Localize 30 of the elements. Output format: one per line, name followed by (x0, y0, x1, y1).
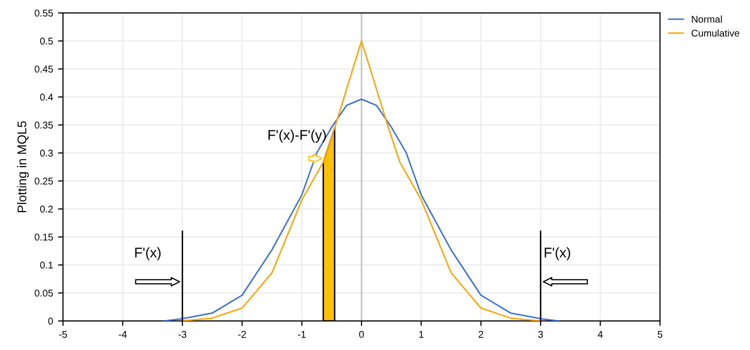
y-tick-label: 0.25 (34, 178, 53, 185)
x-tick-label: -2 (238, 330, 246, 338)
x-tick-label: 0 (359, 330, 364, 338)
x-tick-label: 2 (478, 330, 484, 338)
x-tick-label: -4 (118, 331, 127, 338)
y-tick-label: 0.35 (34, 122, 53, 129)
annotation: F'(x)-F'(y) (268, 130, 326, 143)
y-tick-label: 0.3 (40, 150, 53, 157)
y-tick-label: 0.15 (34, 234, 53, 241)
y-tick-label: 0.5 (40, 38, 53, 45)
y-tick-label: 0.05 (34, 290, 53, 297)
x-tick-label: 4 (598, 331, 603, 338)
y-tick-label: 0.45 (34, 66, 53, 73)
x-tick-label: -5 (59, 331, 67, 338)
y-axis-title: Plotting in MQL5 (17, 121, 29, 212)
annotation: F'(x) (544, 247, 570, 260)
x-tick-label: 5 (658, 331, 662, 338)
line-series (182, 40, 542, 321)
legend-label: Cumulative (692, 29, 740, 37)
y-tick-label: 0.2 (40, 206, 53, 213)
annotation: F'(x) (135, 247, 161, 260)
x-tick-label: 3 (538, 330, 543, 338)
y-tick-label: 0.1 (40, 262, 53, 269)
x-tick-label: 1 (419, 331, 424, 338)
x-tick-label: -3 (178, 330, 186, 338)
y-tick-label: 0.4 (40, 94, 53, 101)
legend-label: Normal (692, 16, 722, 23)
y-tick-label: 0.55 (34, 10, 53, 17)
x-tick-label: -1 (298, 331, 306, 338)
y-tick-label: 0 (48, 318, 53, 325)
